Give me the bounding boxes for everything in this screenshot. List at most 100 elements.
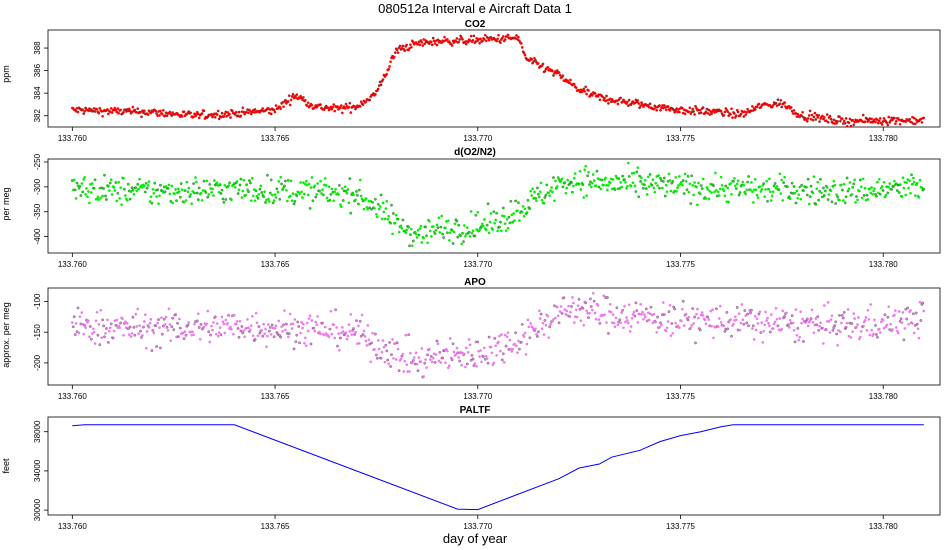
data-point-apo xyxy=(669,334,673,338)
data-point-do2n2 xyxy=(643,178,647,182)
data-point-apo xyxy=(197,326,201,329)
data-point-apo xyxy=(797,338,801,342)
data-point-apo xyxy=(643,313,646,316)
data-point-apo xyxy=(866,308,870,312)
data-point-apo xyxy=(520,323,524,326)
data-point-apo xyxy=(277,319,281,323)
data-point-do2n2 xyxy=(852,182,856,186)
data-point-do2n2 xyxy=(284,179,287,183)
data-point-do2n2 xyxy=(745,188,749,192)
data-point-apo xyxy=(809,317,813,320)
data-point-co2 xyxy=(532,60,535,63)
data-point-do2n2 xyxy=(332,199,336,203)
data-point-do2n2 xyxy=(137,187,140,191)
data-point-do2n2 xyxy=(573,172,577,175)
data-point-apo xyxy=(740,303,744,306)
data-point-apo xyxy=(717,317,721,320)
data-point-do2n2 xyxy=(856,198,859,202)
data-point-do2n2 xyxy=(723,194,727,198)
data-point-apo xyxy=(629,325,633,328)
data-point-apo xyxy=(837,329,840,332)
data-point-co2 xyxy=(813,111,817,115)
data-point-apo xyxy=(737,312,741,316)
data-point-co2 xyxy=(817,114,821,117)
data-point-co2 xyxy=(140,115,143,119)
data-point-co2 xyxy=(520,46,524,49)
data-point-do2n2 xyxy=(661,180,665,183)
data-point-apo xyxy=(319,332,322,336)
data-point-co2 xyxy=(619,96,623,100)
data-point-apo xyxy=(718,304,722,308)
data-point-do2n2 xyxy=(818,189,821,193)
data-point-do2n2 xyxy=(193,191,196,195)
data-point-apo xyxy=(114,324,118,327)
data-point-apo xyxy=(525,342,529,346)
data-point-do2n2 xyxy=(237,188,241,192)
data-point-do2n2 xyxy=(700,187,704,190)
data-point-apo xyxy=(91,327,95,331)
data-point-apo xyxy=(199,323,203,326)
data-point-apo xyxy=(463,352,466,356)
data-point-apo xyxy=(399,357,403,361)
data-point-do2n2 xyxy=(377,207,381,211)
data-point-apo xyxy=(382,345,386,349)
data-point-apo xyxy=(912,331,916,335)
data-point-do2n2 xyxy=(221,197,225,201)
data-point-apo xyxy=(339,336,342,340)
data-point-apo xyxy=(758,310,762,314)
data-point-apo xyxy=(487,335,491,339)
data-point-apo xyxy=(885,323,889,327)
data-point-apo xyxy=(624,320,627,324)
data-point-co2 xyxy=(844,117,848,120)
data-point-do2n2 xyxy=(428,219,431,223)
data-point-apo xyxy=(486,361,490,365)
data-point-apo xyxy=(625,316,628,319)
data-point-do2n2 xyxy=(648,173,652,176)
data-point-do2n2 xyxy=(347,201,351,205)
data-point-do2n2 xyxy=(288,194,292,198)
data-point-apo xyxy=(898,320,902,323)
data-point-do2n2 xyxy=(434,228,438,232)
data-point-apo xyxy=(106,341,110,344)
data-point-apo xyxy=(567,304,570,308)
data-point-apo xyxy=(747,324,750,328)
data-point-do2n2 xyxy=(617,177,621,181)
data-point-do2n2 xyxy=(578,169,582,173)
data-point-apo xyxy=(470,354,474,357)
data-point-do2n2 xyxy=(455,219,459,223)
data-point-do2n2 xyxy=(627,175,631,178)
data-point-co2 xyxy=(487,38,491,42)
data-point-apo xyxy=(464,365,467,369)
data-point-apo xyxy=(868,333,872,337)
data-point-apo xyxy=(802,340,805,343)
data-point-apo xyxy=(524,353,528,356)
data-point-do2n2 xyxy=(892,185,895,188)
data-point-co2 xyxy=(503,38,507,41)
data-point-apo xyxy=(790,314,794,318)
data-point-do2n2 xyxy=(683,172,687,176)
data-point-apo xyxy=(541,321,545,325)
data-point-do2n2 xyxy=(175,199,178,203)
x-tick-label-do2n2: 133.770 xyxy=(463,260,492,269)
data-point-do2n2 xyxy=(174,188,177,191)
data-point-apo xyxy=(304,344,308,348)
data-point-apo xyxy=(247,326,250,330)
data-point-co2 xyxy=(284,98,287,102)
data-point-do2n2 xyxy=(592,179,596,182)
data-point-apo xyxy=(391,338,394,341)
data-point-do2n2 xyxy=(93,178,97,182)
data-point-apo xyxy=(636,321,640,324)
data-point-do2n2 xyxy=(738,191,742,194)
data-point-do2n2 xyxy=(870,186,874,189)
data-point-co2 xyxy=(496,37,499,41)
data-point-apo xyxy=(540,327,544,331)
data-point-co2 xyxy=(220,111,224,115)
data-point-co2 xyxy=(584,85,588,89)
data-point-apo xyxy=(107,329,111,333)
data-point-apo xyxy=(574,308,578,312)
data-point-co2 xyxy=(698,108,702,112)
data-point-do2n2 xyxy=(913,194,917,197)
data-point-co2 xyxy=(778,102,782,106)
data-point-do2n2 xyxy=(314,195,318,199)
data-point-apo xyxy=(288,312,292,316)
